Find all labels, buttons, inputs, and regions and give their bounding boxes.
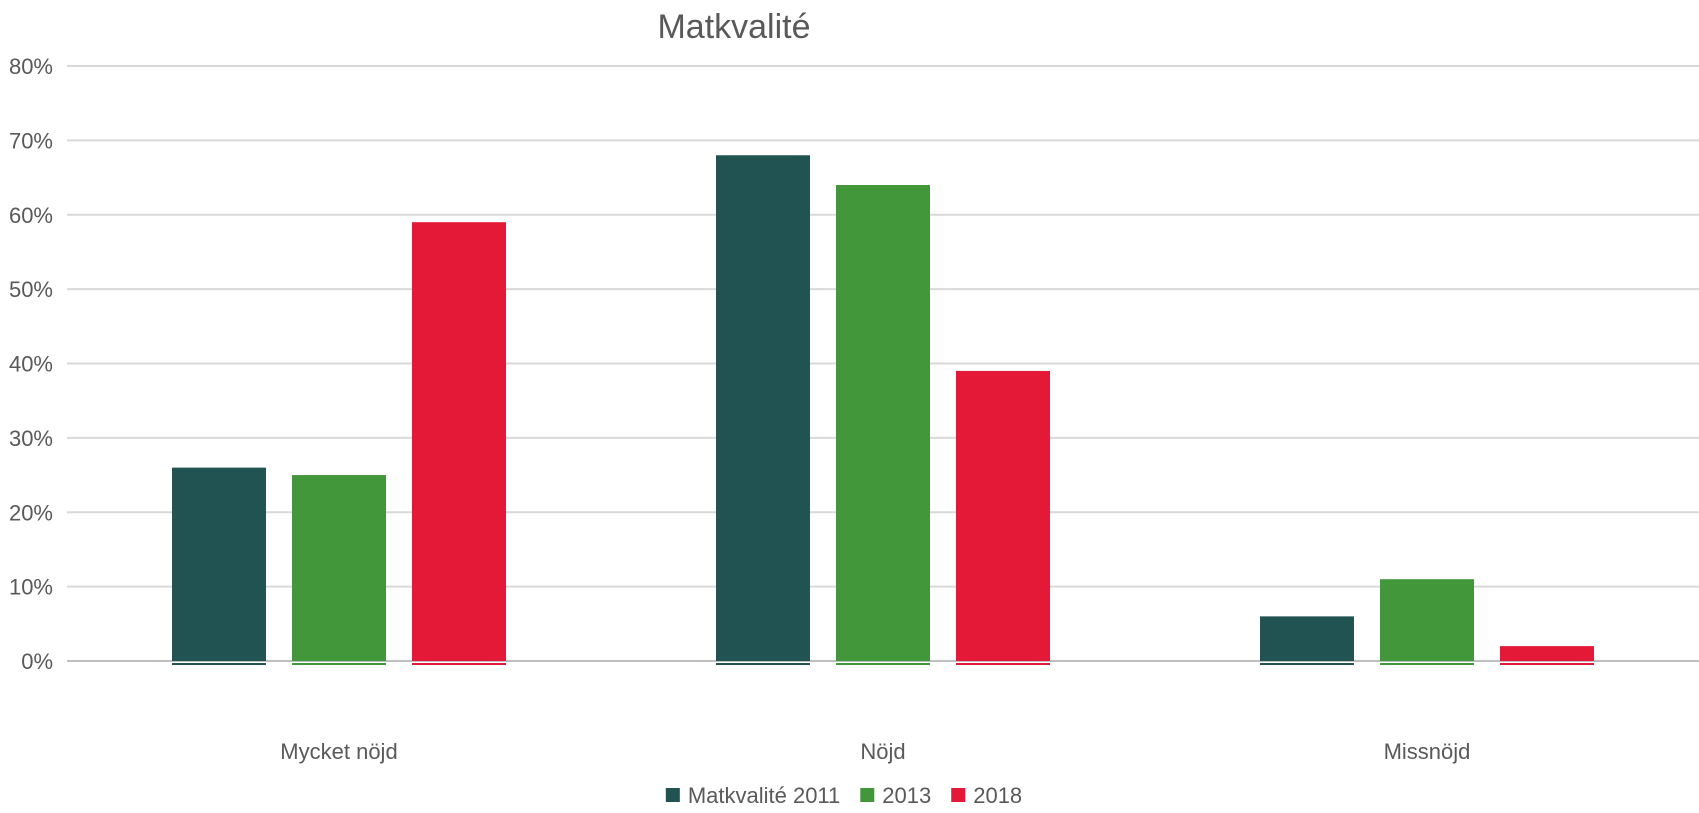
- bar: [292, 475, 386, 661]
- y-tick-label: 50%: [9, 277, 53, 302]
- y-tick-label: 20%: [9, 500, 53, 525]
- legend-swatch: [951, 788, 966, 802]
- legend-label: 2018: [973, 783, 1022, 808]
- category-label: Missnöjd: [1384, 739, 1471, 764]
- bar: [1380, 579, 1474, 661]
- chart-title: Matkvalité: [657, 8, 810, 46]
- legend: Matkvalité 2011 2013 2018: [665, 783, 1022, 808]
- bars: [172, 155, 1594, 665]
- bar: [412, 222, 506, 661]
- bar: [172, 467, 266, 661]
- y-tick-label: 70%: [9, 128, 53, 153]
- legend-swatch: [860, 788, 875, 802]
- legend-swatch: [665, 788, 680, 802]
- y-axis: 0% 10% 20% 30% 40% 50% 60% 70% 80%: [9, 54, 53, 674]
- y-tick-label: 40%: [9, 352, 53, 377]
- y-tick-label: 10%: [9, 575, 53, 600]
- y-tick-label: 0%: [21, 649, 53, 674]
- bar: [716, 155, 810, 661]
- category-label: Mycket nöjd: [280, 739, 397, 764]
- bar: [956, 370, 1050, 661]
- y-tick-label: 80%: [9, 54, 53, 79]
- category-label: Nöjd: [860, 739, 905, 764]
- bar: [1500, 646, 1594, 661]
- y-tick-label: 60%: [9, 203, 53, 228]
- legend-label: Matkvalité 2011: [688, 783, 840, 808]
- bar: [1260, 616, 1354, 661]
- legend-label: 2013: [882, 783, 931, 808]
- bar: [836, 185, 930, 661]
- y-tick-label: 30%: [9, 426, 53, 451]
- x-axis: Mycket nöjd Nöjd Missnöjd: [280, 739, 1470, 764]
